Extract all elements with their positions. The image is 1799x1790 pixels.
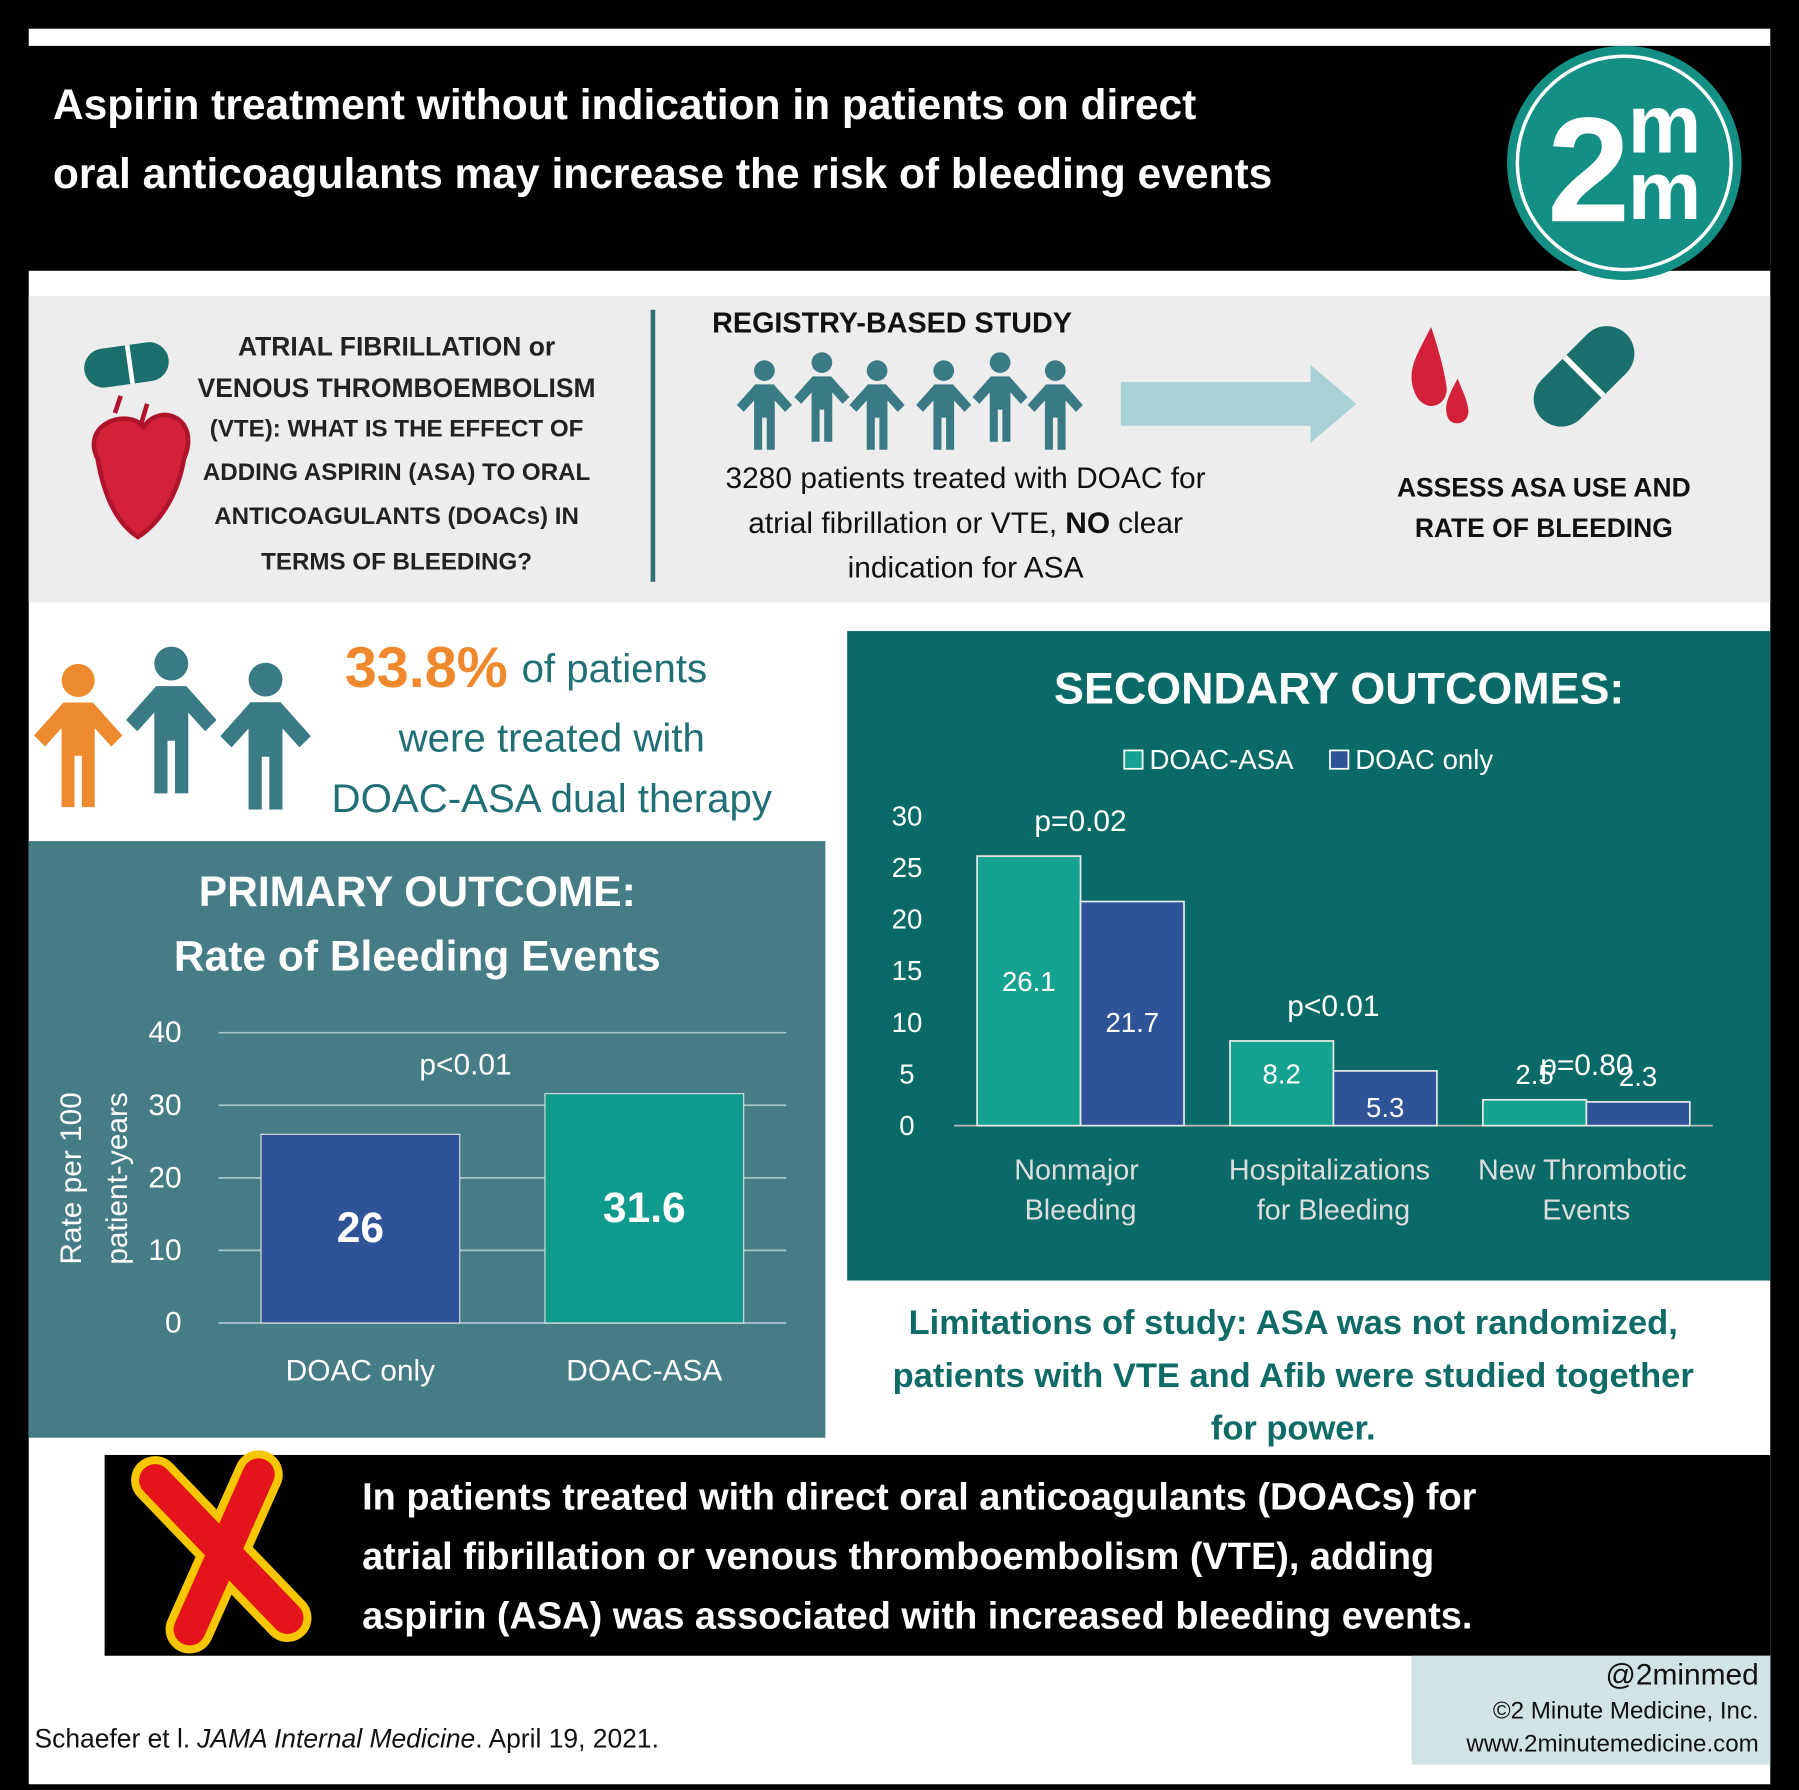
question-line: (VTE): WHAT IS THE EFFECT OF <box>210 416 584 443</box>
y-tick-label: 0 <box>165 1307 182 1340</box>
footer-box <box>1411 1655 1771 1765</box>
y-tick-label: 15 <box>892 955 923 986</box>
pill-icon <box>84 342 169 388</box>
x-tick-label: Nonmajor Bleeding <box>1014 1154 1147 1226</box>
data-label: 31.6 <box>603 1185 686 1232</box>
footer-handle: @2minmed <box>1606 1659 1759 1692</box>
assess-text: RATE OF BLEEDING <box>1415 513 1673 543</box>
citation-date: . April 19, 2021. <box>475 1723 659 1753</box>
prevalence-text: were treated with <box>398 715 705 760</box>
question-line: TERMS OF BLEEDING? <box>261 549 532 576</box>
limitations-text: Limitations of study: ASA was not random… <box>909 1304 1678 1342</box>
question-line: VENOUS THROMBOEMBOLISM <box>198 373 596 403</box>
study-text: clear <box>1118 507 1183 540</box>
chart-title: SECONDARY OUTCOMES: <box>1054 663 1624 713</box>
prevalence-text: of patients <box>522 645 708 690</box>
logo-letter: m <box>1628 144 1702 237</box>
study-text: indication for ASA <box>848 551 1084 584</box>
limitations-text: patients with VTE and Afib were studied … <box>893 1357 1694 1395</box>
bar <box>1482 1098 1588 1127</box>
bar <box>976 855 1082 1127</box>
bar <box>544 1093 745 1324</box>
study-heading: REGISTRY-BASED STUDY <box>712 308 1072 340</box>
y-tick-label: 40 <box>148 1016 181 1049</box>
title-line: oral anticoagulants may increase the ris… <box>53 151 1272 198</box>
citation-authors: Schaefer et l. <box>34 1723 190 1753</box>
chart-title: PRIMARY OUTCOME: <box>199 869 636 916</box>
question-line: ADDING ASPIRIN (ASA) TO ORAL <box>203 459 590 486</box>
data-label: 21.7 <box>1105 1007 1159 1038</box>
logo-ring <box>1515 54 1733 272</box>
bar <box>1332 1070 1438 1127</box>
annotation: p<0.01 <box>419 1048 511 1081</box>
study-text: 3280 patients treated with DOAC for <box>726 462 1206 495</box>
prevalence-figure: 33.8% <box>345 636 508 700</box>
annotation: p=0.80 <box>1540 1049 1632 1082</box>
y-tick-label: 0 <box>899 1110 914 1141</box>
logo-circle <box>1507 45 1742 280</box>
study-emphasis: NO <box>1065 507 1110 540</box>
conclusion-band <box>104 1454 1771 1656</box>
chart-subtitle: Rate of Bleeding Events <box>174 933 661 980</box>
bar <box>1229 1040 1335 1127</box>
x-tick-label: DOAC-ASA <box>566 1355 722 1388</box>
data-label: 8.2 <box>1263 1059 1301 1090</box>
study-text: atrial fibrillation or VTE, NO clear <box>748 507 1183 540</box>
y-tick-label: 5 <box>899 1059 914 1090</box>
x-icon <box>131 1450 312 1654</box>
y-tick-label: 30 <box>892 800 923 831</box>
conclusion-text: atrial fibrillation or venous thromboemb… <box>362 1536 1434 1578</box>
blood-drops <box>1411 327 1469 424</box>
citation: Schaefer et l. JAMA Internal Medicine. Ap… <box>34 1723 658 1753</box>
y-axis-label: Rate per 100 <box>55 1092 88 1264</box>
question-line: ANTICOAGULANTS (DOACs) IN <box>214 503 579 530</box>
study-text: atrial fibrillation or VTE, <box>748 507 1057 540</box>
x-tick-label: DOAC only <box>286 1355 436 1388</box>
prevalence-text: DOAC-ASA dual therapy <box>332 776 773 821</box>
y-axis-label: patient-years <box>101 1092 134 1264</box>
y-tick-label: 20 <box>892 904 923 935</box>
x-tick-label: New Thrombotic Events <box>1478 1154 1695 1226</box>
y-tick-label: 20 <box>148 1161 181 1194</box>
prevalence-text: 33.8% of patients <box>345 636 707 700</box>
legend-swatch <box>1329 749 1350 770</box>
limitations-text: for power. <box>1211 1410 1376 1448</box>
capsule-icon <box>1533 326 1635 427</box>
y-tick-label: 25 <box>892 852 923 883</box>
bar <box>1079 900 1185 1127</box>
annotation: p<0.01 <box>1287 990 1379 1023</box>
logo-letter: m <box>1628 77 1702 170</box>
footer-copyright: ©2 Minute Medicine, Inc. <box>1493 1697 1759 1724</box>
y-tick-label: 30 <box>148 1089 181 1122</box>
bar <box>1585 1101 1691 1127</box>
study-band <box>28 296 1771 603</box>
data-label: 2.5 <box>1515 1059 1553 1090</box>
assess-text: ASSESS ASA USE AND <box>1397 473 1691 503</box>
title-line: Aspirin treatment without indication in … <box>53 82 1196 129</box>
conclusion-text: aspirin (ASA) was associated with increa… <box>362 1596 1472 1638</box>
legend-label: DOAC-ASA <box>1150 744 1295 775</box>
citation-journal: JAMA Internal Medicine <box>196 1723 475 1753</box>
logo-digit: 2 <box>1547 86 1630 253</box>
legend-swatch <box>1123 749 1144 770</box>
arrow <box>1120 364 1357 443</box>
conclusion-text: In patients treated with direct oral ant… <box>362 1476 1477 1518</box>
data-label: 2.3 <box>1619 1061 1657 1092</box>
data-label: 26 <box>337 1205 384 1252</box>
header-band <box>0 45 1771 271</box>
data-label: 5.3 <box>1366 1092 1404 1123</box>
heart-icon <box>91 395 191 540</box>
y-tick-label: 10 <box>892 1007 923 1038</box>
footer-website: www.2minutemedicine.com <box>1465 1731 1758 1758</box>
question-line: ATRIAL FIBRILLATION or <box>238 332 555 362</box>
y-tick-label: 10 <box>148 1234 181 1267</box>
annotation: p=0.02 <box>1034 805 1126 838</box>
data-label: 26.1 <box>1002 966 1056 997</box>
bar <box>260 1133 461 1324</box>
legend-label: DOAC only <box>1355 744 1493 775</box>
x-tick-label: Hospitalizations for Bleeding <box>1229 1154 1438 1226</box>
